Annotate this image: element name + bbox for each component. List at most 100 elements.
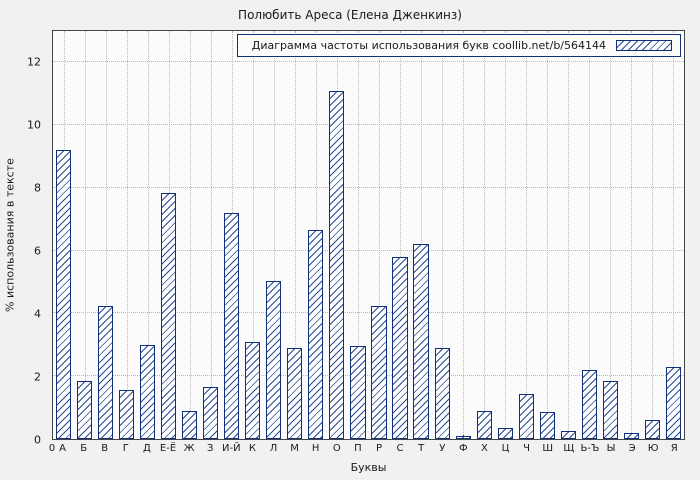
x-tick-label: Н [311,443,320,454]
bar [371,305,387,439]
bar [350,346,366,439]
bar-cell [326,31,347,439]
gridline [53,124,684,126]
x-tick-label: З [206,443,214,454]
x-tick-label: С [396,443,404,454]
bar [455,435,471,439]
gridline [53,249,684,251]
bar [623,432,639,439]
x-tick-label: Я [670,443,678,454]
bar [287,348,303,439]
y-tick-label: 12 [27,55,41,69]
legend: Диаграмма частоты использования букв coo… [236,34,681,57]
gridline [53,61,684,63]
bar [55,150,72,439]
bar-cell [305,31,326,439]
x-tick-label: К [248,443,256,454]
bar [434,348,450,439]
x-tick-label: Щ [563,443,575,454]
bar-cell [453,31,474,439]
y-tick-label: 8 [34,181,41,195]
bar [539,412,555,439]
bar [497,428,513,439]
bar [119,390,135,439]
plot-area: Диаграмма частоты использования букв coo… [52,30,685,440]
bar-cell [95,31,116,439]
bar-cell [411,31,432,439]
bar [665,366,681,439]
bar-cell [663,31,684,439]
y-tick-label: 10 [27,118,41,132]
bar-cell [474,31,495,439]
x-tick-label: Ц [501,443,510,454]
bar [581,369,597,439]
bar-cell [74,31,95,439]
bar-cell [242,31,263,439]
x-tick-label: Ь-Ъ [580,443,600,454]
y-tick-label: 6 [34,244,41,258]
bar [161,192,177,439]
gridline [53,312,684,314]
bar-cell [53,31,74,439]
y-tick-label: 2 [34,370,41,384]
bars [53,31,684,439]
bar [476,410,492,439]
bar-cell [137,31,158,439]
bar-cell [179,31,200,439]
bar-cell [600,31,621,439]
x-tick-label: Х [480,443,488,454]
x-tick-label: В [101,443,109,454]
bar-cell [621,31,642,439]
x-tick-label: Л [269,443,278,454]
gridline [53,375,684,377]
x-tick-label: Д [143,443,151,454]
x-tick-label: А [59,443,66,454]
bar [560,431,576,439]
bar-cell [116,31,137,439]
gridlines [53,31,684,439]
x-tick-label: Ю [647,443,659,454]
bar-cell [200,31,221,439]
bar [602,380,618,439]
x-tick-label: И-Й [222,443,241,454]
x-tick-label: Ж [183,443,195,454]
x-tick-label: М [290,443,299,454]
x-tick-label: Б [80,443,88,454]
x-tick-label: Э [628,443,636,454]
x-tick-label: Ч [523,443,531,454]
x-tick-label: П [354,443,362,454]
bar-cell [284,31,305,439]
bar-cell [432,31,453,439]
x-tick-labels: А Б В Г Д Е-Ё Ж З И-Й К Л М Н О П Р С Т У Ф Х Ц Ч Ш Щ Ь-Ъ Ы Э Ю Я [52,443,685,454]
legend-label: Диаграмма частоты использования букв coo… [251,39,606,52]
bar [308,230,324,439]
bar-cell [390,31,411,439]
bar [224,213,240,439]
x-tick-label: Т [418,443,425,454]
x-origin-label: 0 [48,443,56,454]
x-tick-label: О [332,443,341,454]
y-tick-labels: 0 2 4 6 8 10 12 [0,30,47,446]
x-tick-label: Ы [606,443,616,454]
bar [518,393,534,439]
bar-cell [263,31,284,439]
x-tick-label: Р [375,443,382,454]
bar [413,244,429,439]
bar-cell [579,31,600,439]
legend-swatch-icon [616,40,672,51]
bar [392,256,408,439]
bar [266,280,282,439]
bar [76,380,93,439]
x-tick-label: Ф [459,443,468,454]
bar [98,305,114,439]
bar [182,410,198,439]
bar-cell [516,31,537,439]
bar [644,420,660,439]
bar-cell [537,31,558,439]
x-tick-label: Г [122,443,129,454]
x-tick-label: Ш [542,443,554,454]
bar [329,90,345,439]
bar-cell [642,31,663,439]
bar [140,344,156,439]
